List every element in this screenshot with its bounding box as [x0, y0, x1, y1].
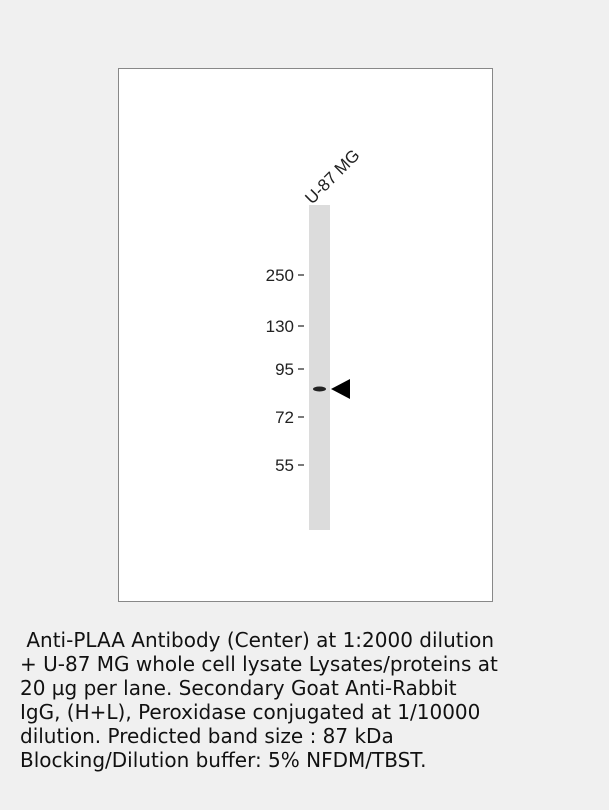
- marker-label: 72: [275, 408, 294, 427]
- caption-line: 20 µg per lane. Secondary Goat Anti-Rabb…: [20, 676, 457, 700]
- caption-line: dilution. Predicted band size : 87 kDa: [20, 724, 394, 748]
- screenshot: U-87 MG 250130957255 Anti-PLAA Antibody …: [0, 0, 609, 810]
- band: [313, 387, 326, 392]
- marker-label: 250: [266, 266, 294, 285]
- caption-line: IgG, (H+L), Peroxidase conjugated at 1/1…: [20, 700, 480, 724]
- blot-frame: [119, 69, 493, 602]
- caption-line: + U-87 MG whole cell lysate Lysates/prot…: [20, 652, 498, 676]
- marker-label: 55: [275, 456, 294, 475]
- caption-line: Anti-PLAA Antibody (Center) at 1:2000 di…: [20, 628, 494, 652]
- marker-label: 95: [275, 360, 294, 379]
- lane: [309, 205, 330, 530]
- caption-line: Blocking/Dilution buffer: 5% NFDM/TBST.: [20, 748, 426, 772]
- page: U-87 MG 250130957255 Anti-PLAA Antibody …: [0, 0, 609, 810]
- marker-label: 130: [266, 317, 294, 336]
